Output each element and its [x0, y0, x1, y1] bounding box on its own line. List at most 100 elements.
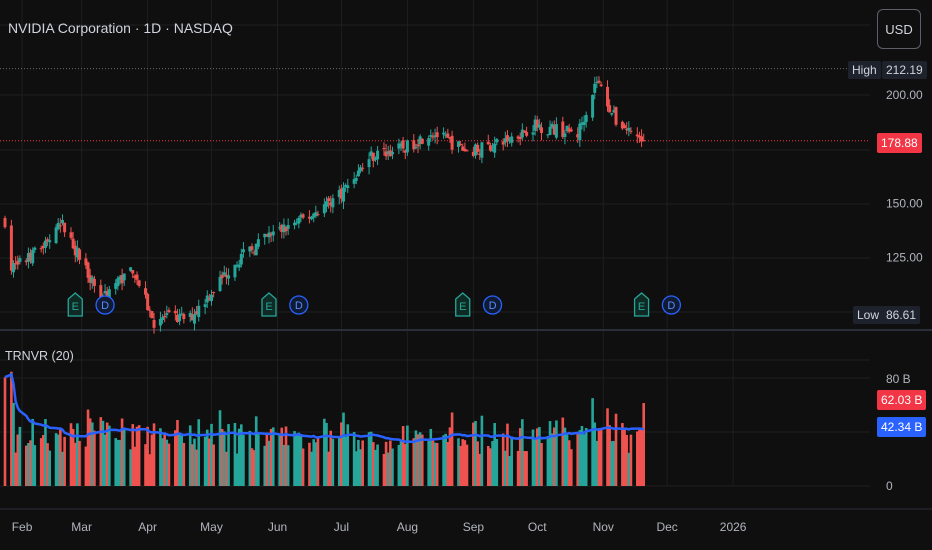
candle [297, 217, 301, 224]
currency-button[interactable]: USD [877, 9, 921, 49]
candle [56, 222, 60, 230]
candle [344, 184, 348, 188]
volume-bar [352, 432, 356, 486]
volume-bar [191, 444, 194, 486]
time-tick-label: 2026 [720, 520, 747, 534]
volume-bar [416, 434, 420, 486]
volume-bar [431, 438, 435, 486]
candle [152, 319, 156, 328]
volume-bar [563, 427, 567, 486]
volume-bar [599, 429, 603, 486]
candle [73, 245, 77, 256]
candle [54, 227, 58, 243]
candle [537, 124, 541, 128]
candle [182, 314, 186, 320]
candle [540, 127, 544, 133]
volume-bar [486, 445, 490, 486]
volume-bar [3, 377, 7, 486]
volume-bar [374, 449, 377, 486]
candle [248, 246, 252, 252]
volume-bar [312, 439, 316, 486]
candle [376, 150, 380, 160]
candle [478, 153, 482, 155]
volume-bar [382, 454, 386, 486]
volume-bar [18, 426, 22, 486]
earnings-icon [633, 292, 650, 317]
volume-bar [463, 440, 467, 486]
candle [299, 214, 303, 218]
candle [24, 260, 28, 263]
candle [578, 123, 582, 141]
candle [565, 125, 569, 131]
volume-bar [220, 428, 224, 486]
candle [271, 231, 275, 236]
volume-bar [131, 424, 135, 486]
volume-bar [235, 453, 239, 486]
volume-bar [44, 419, 47, 486]
candle [239, 254, 243, 265]
volume-bar [538, 427, 541, 486]
candle [329, 202, 333, 206]
dividend-label: D [295, 300, 303, 312]
volume-bar [342, 412, 345, 486]
candle [591, 94, 595, 118]
candle [576, 134, 580, 138]
candle [188, 313, 192, 317]
volume-bar [448, 427, 452, 486]
candle [635, 134, 639, 137]
candle [190, 314, 194, 321]
high-label: High [848, 61, 881, 79]
volume-bar [299, 435, 303, 486]
volume-bar [99, 417, 103, 486]
candle [580, 122, 584, 125]
volume-bar [521, 419, 524, 486]
volume-bar [642, 403, 645, 486]
volume-bar [493, 423, 496, 486]
candle [401, 140, 405, 149]
volume-bar [531, 429, 535, 486]
candle [29, 252, 33, 261]
volume-bar [357, 439, 360, 486]
volume-bar [489, 448, 492, 486]
candle [399, 143, 403, 146]
candle [533, 119, 537, 131]
volume-bar [418, 432, 422, 486]
volume-tick-label: 80 B [886, 372, 911, 386]
candle [314, 212, 318, 217]
candle [486, 141, 490, 145]
volume-bar [474, 420, 477, 486]
candle [397, 143, 401, 149]
candle [569, 129, 573, 132]
candle [131, 270, 135, 274]
candle [207, 298, 211, 300]
volume-bar [450, 412, 454, 486]
indicator-title[interactable]: TRNVR (20) [5, 349, 74, 363]
candle [103, 291, 107, 294]
volume-bar [595, 440, 599, 486]
candle [158, 319, 162, 326]
volume-bar [384, 441, 388, 486]
candle [133, 275, 137, 278]
volume-bar [640, 427, 643, 486]
volume-bar [61, 451, 64, 486]
volume-bar [84, 446, 88, 486]
candle [495, 139, 499, 143]
candle [382, 148, 386, 150]
volume-bar [478, 453, 482, 486]
dividend-label: D [489, 300, 497, 312]
volume-bar [222, 431, 226, 486]
candle [450, 135, 454, 150]
time-tick-label: Nov [593, 520, 614, 534]
volume-bar [552, 427, 556, 486]
candle [307, 216, 311, 219]
volume-bar [63, 436, 66, 486]
volume-bar [33, 445, 37, 486]
candle [418, 136, 422, 145]
volume-bar [323, 418, 326, 486]
volume-bar [212, 444, 215, 486]
candle [388, 150, 392, 157]
volume-bar [148, 454, 152, 486]
candle [284, 226, 288, 232]
candle [327, 198, 331, 202]
